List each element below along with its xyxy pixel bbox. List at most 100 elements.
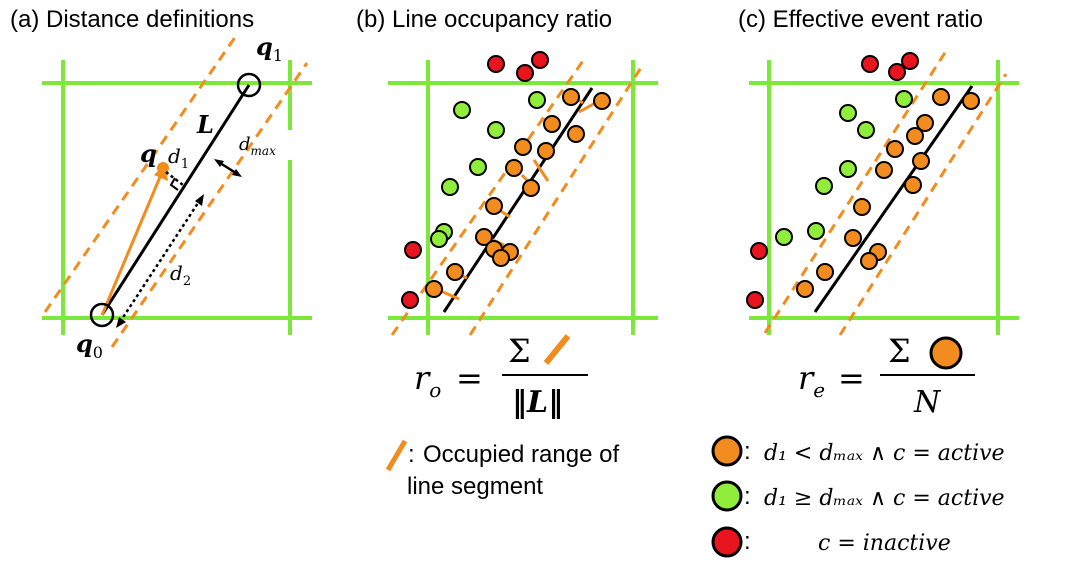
b-event-13 bbox=[593, 92, 611, 110]
label-d2: d2 bbox=[170, 261, 191, 289]
formula-c-orange-dot bbox=[929, 336, 963, 370]
b-event-9 bbox=[430, 230, 448, 248]
panel-b-title: (b) Line occupancy ratio bbox=[356, 6, 612, 33]
legend-b-colon: : bbox=[408, 441, 415, 468]
b-event-3 bbox=[528, 91, 546, 109]
legend-c-text-1: d₁ < dₘₐₓ ∧ c = active bbox=[764, 441, 1005, 466]
formula-c-denominator: N bbox=[913, 385, 942, 420]
c-event-23 bbox=[860, 252, 878, 270]
b-event-14 bbox=[543, 115, 561, 133]
legend-c-red-dot bbox=[711, 526, 743, 558]
b-event-18 bbox=[505, 159, 523, 177]
pixel-grid-a bbox=[42, 60, 312, 335]
formula-b-slash bbox=[543, 334, 571, 365]
point-q1 bbox=[236, 72, 262, 98]
b-event-20 bbox=[485, 197, 503, 215]
c-event-24 bbox=[816, 263, 834, 281]
segment-L-c bbox=[813, 85, 974, 313]
c-event-4 bbox=[839, 104, 857, 122]
c-event-25 bbox=[796, 280, 814, 298]
c-event-3 bbox=[895, 90, 913, 108]
b-event-25 bbox=[446, 263, 464, 281]
c-event-18 bbox=[875, 161, 893, 179]
dmax-arrowhead-2 bbox=[232, 169, 242, 177]
dmax-arrowhead-1 bbox=[214, 159, 224, 167]
label-q: q bbox=[140, 139, 157, 168]
c-event-5 bbox=[857, 121, 875, 139]
panel-c-title: (c) Effective event ratio bbox=[738, 6, 983, 33]
b-event-15 bbox=[567, 125, 585, 143]
formula-b-eq: = bbox=[456, 359, 483, 397]
dmax-boundaries-a bbox=[43, 32, 309, 348]
label-dmax: dmax bbox=[239, 134, 276, 158]
pixel-grid-c bbox=[749, 60, 1019, 335]
legend-c-colon-1: : bbox=[744, 438, 751, 465]
formula-c-sum: Σ bbox=[888, 332, 911, 370]
c-event-7 bbox=[815, 177, 833, 195]
b-event-12 bbox=[562, 88, 580, 106]
legend-c-text-3: c = inactive bbox=[818, 531, 951, 556]
legend-c-green-dot bbox=[711, 480, 743, 512]
c-event-15 bbox=[906, 127, 924, 145]
point-q0 bbox=[89, 302, 115, 328]
b-event-2 bbox=[531, 51, 549, 69]
c-event-8 bbox=[807, 222, 825, 240]
events-c bbox=[746, 52, 980, 309]
c-event-1 bbox=[888, 63, 906, 81]
legend-c-orange-dot bbox=[711, 435, 743, 467]
d2-arrowhead-bottom bbox=[116, 317, 126, 328]
legend-b-line2: line segment bbox=[407, 473, 543, 500]
c-event-13 bbox=[962, 92, 980, 110]
formula-b-denominator: ‖L‖ bbox=[512, 385, 563, 420]
right-angle-mark bbox=[169, 177, 179, 191]
c-event-20 bbox=[853, 198, 871, 216]
b-event-6 bbox=[469, 158, 487, 176]
legend-c-text-2: d₁ ≥ dₘₐₓ ∧ c = active bbox=[764, 486, 1005, 511]
b-event-26 bbox=[425, 280, 443, 298]
c-event-0 bbox=[861, 55, 879, 73]
c-event-9 bbox=[775, 228, 793, 246]
b-event-5 bbox=[487, 121, 505, 139]
panel-a-title: (a) Distance definitions bbox=[10, 6, 254, 33]
vector-q bbox=[100, 176, 162, 316]
b-event-4 bbox=[453, 101, 471, 119]
c-event-2 bbox=[901, 52, 919, 70]
legend-c-colon-3: : bbox=[744, 528, 751, 555]
dmax-arrow bbox=[219, 161, 237, 175]
b-event-16 bbox=[514, 138, 532, 156]
c-event-12 bbox=[932, 88, 950, 106]
b-event-24 bbox=[492, 249, 510, 267]
dmax-boundaries-b bbox=[390, 57, 644, 336]
legend-b-slash bbox=[385, 439, 408, 472]
dmax-boundaries-c bbox=[763, 47, 1008, 336]
b-event-17 bbox=[537, 142, 555, 160]
segment-L-b bbox=[442, 87, 594, 313]
panel-c: (c) Effective event ratio re = Σ N : d₁ … bbox=[711, 6, 1019, 558]
c-event-14 bbox=[916, 114, 934, 132]
b-event-7 bbox=[441, 178, 459, 196]
c-event-17 bbox=[912, 152, 930, 170]
segment-L bbox=[100, 84, 251, 316]
label-d1: d1 bbox=[168, 144, 189, 172]
b-event-21 bbox=[475, 228, 493, 246]
formula-b-sum: Σ bbox=[508, 332, 531, 370]
c-event-16 bbox=[886, 140, 904, 158]
events-b bbox=[401, 51, 611, 309]
label-q1: q1 bbox=[256, 32, 283, 65]
panel-b: (b) Line occupancy ratio ro = Σ ‖L‖ bbox=[356, 6, 658, 500]
b-event-19 bbox=[522, 179, 540, 197]
c-event-6 bbox=[839, 160, 857, 178]
formula-b-lhs: ro bbox=[414, 359, 441, 402]
legend-c-colon-2: : bbox=[744, 483, 751, 510]
legend-b-line1: Occupied range of bbox=[423, 441, 619, 468]
b-event-1 bbox=[516, 64, 534, 82]
point-q bbox=[157, 162, 169, 174]
formula-c-lhs: re bbox=[798, 359, 825, 402]
d2-dotted bbox=[118, 199, 202, 323]
c-event-19 bbox=[904, 176, 922, 194]
formula-c-eq: = bbox=[838, 359, 865, 397]
label-q0: q0 bbox=[76, 329, 103, 362]
c-event-10 bbox=[750, 242, 768, 260]
panel-a: (a) Distance definitions q1 q0 q L d1 bbox=[10, 6, 312, 362]
b-event-0 bbox=[487, 55, 505, 73]
